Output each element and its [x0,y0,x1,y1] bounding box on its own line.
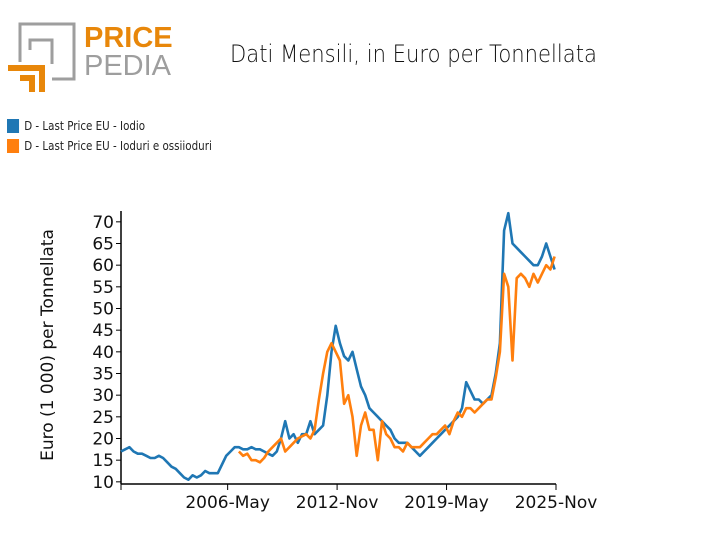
y-tick-label: 10 [92,473,114,493]
x-tick-label: 2019-May [404,493,489,513]
y-tick-label: 15 [92,451,114,471]
x-axis: 2006-May 2012-Nov 2019-May 2025-Nov [120,483,598,513]
y-tick-label: 70 [92,213,114,233]
series-lines [120,211,556,482]
y-tick-label: 55 [92,278,114,298]
y-tick-label: 20 [92,430,114,450]
legend-item-ioduri[interactable]: D - Last Price EU - Ioduri e ossiioduri [7,139,212,153]
y-tick-label: 60 [92,256,114,276]
legend-label: D - Last Price EU - Ioduri e ossiioduri [24,139,212,153]
x-tick-label: 2006-May [185,493,270,513]
y-tick-label: 25 [92,408,114,428]
logo-text-pedia: PEDIA [84,50,172,82]
series-line-iodio [120,211,556,482]
series-line-ioduri [237,256,556,464]
x-tick-label: 2012-Nov [296,493,379,513]
logo-mark-icon [8,22,76,92]
y-tick-label: 30 [92,386,114,406]
legend-item-iodio[interactable]: D - Last Price EU - Iodio [7,119,145,133]
pricepedia-logo: PRICE PEDIA [6,22,173,94]
chart-title: Dati Mensili, in Euro per Tonnellata [230,40,597,68]
y-tick-label: 35 [92,365,114,385]
legend-label: D - Last Price EU - Iodio [24,119,146,133]
y-tick-label: 50 [92,300,114,320]
y-tick-label: 40 [92,343,114,363]
x-tick-label: 2025-Nov [515,493,598,513]
y-axis-label: Euro (1 000) per Tonnellata [38,229,58,461]
y-tick-label: 65 [92,235,114,255]
legend-swatch-blue [7,119,20,133]
y-tick-label: 45 [92,321,114,341]
legend-swatch-orange [7,139,20,153]
logo-text-price: PRICE [84,22,173,54]
